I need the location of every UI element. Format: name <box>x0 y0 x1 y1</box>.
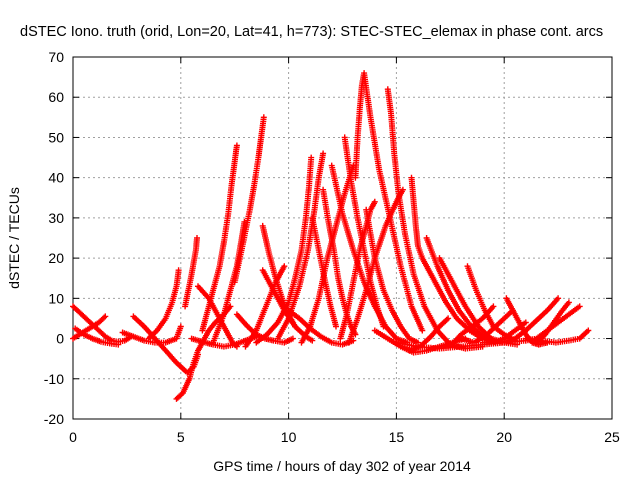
series-arc-41 <box>501 295 562 346</box>
series-arc-18 <box>274 150 327 342</box>
series-arc-28 <box>363 206 421 346</box>
series-arc-37 <box>447 303 497 350</box>
data-point-markers <box>408 174 499 346</box>
series-marks <box>70 70 592 402</box>
series-arc-21 <box>309 214 339 330</box>
series-arc-22 <box>320 186 359 338</box>
series-arc-38 <box>458 307 516 346</box>
series-arc-12 <box>231 114 267 286</box>
x-tick-label: 5 <box>177 429 185 445</box>
data-point-markers <box>447 303 497 350</box>
data-point-markers <box>274 150 327 342</box>
y-tick-label: -10 <box>44 371 64 387</box>
series-arc-44 <box>522 327 592 346</box>
series-arc-25 <box>341 134 387 330</box>
y-tick-label: 70 <box>48 49 64 65</box>
x-axis: 0 5 10 15 20 25 <box>69 57 620 445</box>
y-axis: -20 -10 0 10 20 30 40 50 60 70 <box>44 49 612 427</box>
data-point-markers <box>145 267 182 342</box>
series-arc-31 <box>408 174 499 346</box>
data-point-markers <box>501 295 562 346</box>
y-tick-label: 10 <box>48 290 64 306</box>
data-point-markers <box>352 70 426 334</box>
x-tick-label: 20 <box>496 429 512 445</box>
chart-title: dSTEC Iono. truth (orid, Lon=20, Lat=41,… <box>20 24 603 40</box>
y-axis-label: dSTEC / TECUs <box>6 187 22 289</box>
y-tick-label: 50 <box>48 129 64 145</box>
data-point-markers <box>320 186 359 338</box>
series-arc-2 <box>72 325 122 348</box>
chart-grid <box>73 57 612 419</box>
y-tick-label: 20 <box>48 250 64 266</box>
x-tick-label: 10 <box>281 429 297 445</box>
data-point-markers <box>458 307 516 346</box>
series-arc-7 <box>182 235 200 310</box>
plot-frame <box>72 56 613 420</box>
data-point-markers <box>72 325 122 348</box>
y-tick-label: -20 <box>44 411 64 427</box>
x-tick-label: 15 <box>389 429 405 445</box>
x-tick-label: 25 <box>604 429 620 445</box>
x-tick-label: 0 <box>69 429 77 445</box>
series-arc-5 <box>145 267 182 342</box>
data-point-markers <box>199 142 240 334</box>
data-point-markers <box>309 214 339 330</box>
y-tick-label: 40 <box>48 170 64 186</box>
data-point-markers <box>363 206 421 346</box>
series-arc-10 <box>199 142 240 334</box>
y-tick-label: 0 <box>56 331 64 347</box>
y-tick-label: 30 <box>48 210 64 226</box>
series-arc-27 <box>352 70 426 334</box>
data-point-markers <box>231 114 267 286</box>
y-tick-label: 60 <box>48 89 64 105</box>
data-point-markers <box>182 235 200 310</box>
x-axis-label: GPS time / hours of day 302 of year 2014 <box>213 458 471 474</box>
data-point-markers <box>341 134 387 330</box>
data-point-markers <box>522 327 592 346</box>
